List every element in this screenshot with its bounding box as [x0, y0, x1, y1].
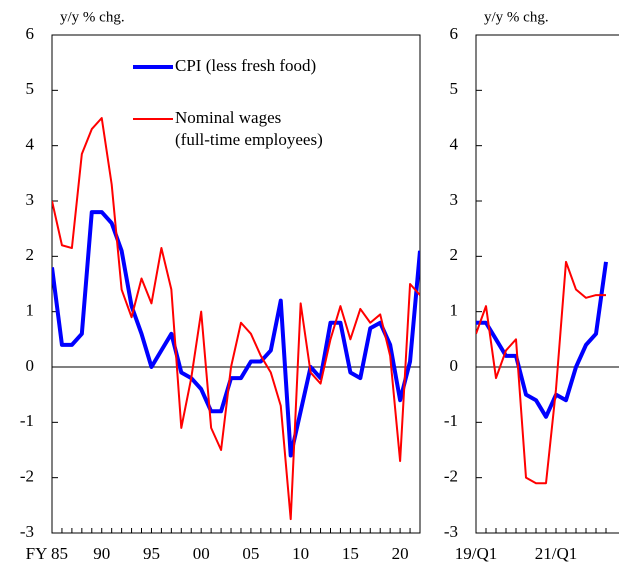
y-tick-label: 5 [450, 79, 459, 98]
y-tick-label: -3 [444, 522, 458, 541]
series-line [52, 210, 420, 458]
y-tick-label: 2 [450, 245, 459, 264]
y-tick-label: 6 [26, 24, 35, 43]
y-tick-label: -3 [20, 522, 34, 541]
legend-label: Nominal wages (full-time employees) [175, 108, 323, 149]
lines [52, 117, 420, 521]
y-tick-label: 5 [26, 79, 35, 98]
y-tick-label: 0 [26, 356, 35, 375]
y-tick-label: 2 [26, 245, 35, 264]
x-tick-label: 05 [242, 544, 259, 563]
y-tick-label: -1 [20, 411, 34, 430]
y-tick-label: 3 [26, 190, 35, 209]
y-tick-label: 4 [450, 135, 459, 154]
x-tick-label: 95 [143, 544, 160, 563]
x-tick-label: 15 [342, 544, 359, 563]
legend-label: CPI (less fresh food) [175, 56, 316, 75]
y-tick-label: -2 [20, 467, 34, 486]
y-axis-label: y/y % chg. [484, 9, 549, 25]
y-tick-label: 3 [450, 190, 459, 209]
plot-frame [51, 34, 421, 534]
y-tick-label: 6 [450, 24, 459, 43]
x-tick-label: FY 85 [26, 544, 68, 563]
series-line [476, 261, 608, 419]
lines [476, 260, 608, 485]
x-tick-label: 00 [193, 544, 210, 563]
y-tick-label: 0 [450, 356, 459, 375]
x-tick-label: 90 [93, 544, 110, 563]
x-tick-label: 19/Q1 [455, 544, 498, 563]
y-tick-label: 1 [26, 301, 35, 320]
x-tick-label: 20 [392, 544, 409, 563]
series-line [476, 260, 606, 485]
y-tick-label: -2 [444, 467, 458, 486]
x-tick-label: 10 [292, 544, 309, 563]
y-tick-label: 4 [26, 135, 35, 154]
series-line [52, 117, 420, 521]
y-axis-label: y/y % chg. [60, 9, 125, 25]
x-tick-label: 21/Q1 [535, 544, 578, 563]
y-tick-label: 1 [450, 301, 459, 320]
plot-frame [475, 34, 619, 534]
y-tick-label: -1 [444, 411, 458, 430]
